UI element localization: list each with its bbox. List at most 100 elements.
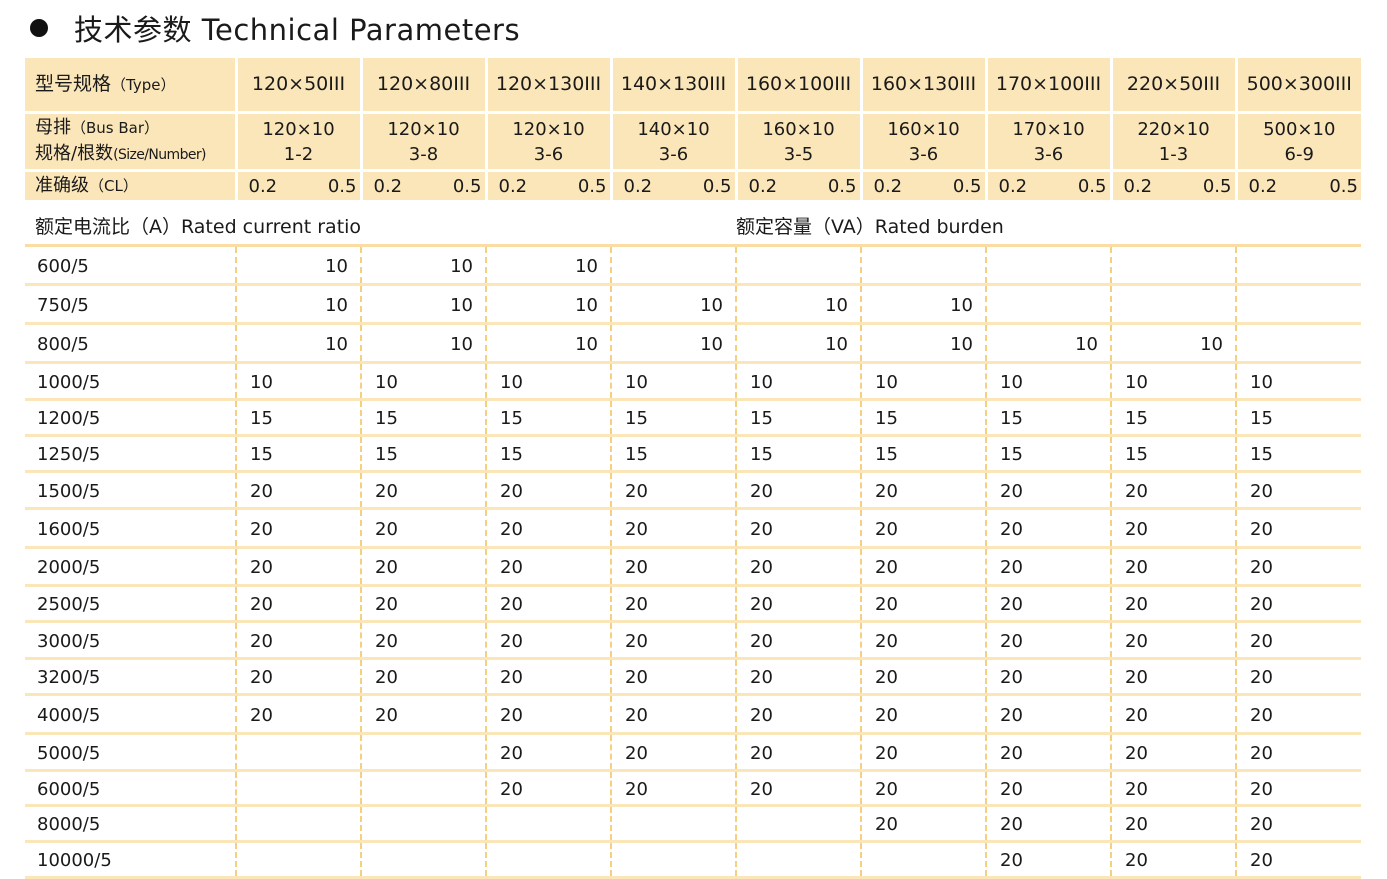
busbar-size: 160×10 bbox=[887, 118, 960, 140]
burden-cell: 15 bbox=[860, 435, 986, 473]
burden-cell: 20 bbox=[610, 770, 736, 807]
cl-cell: 0.2 0.5 bbox=[486, 170, 613, 203]
cl-cell: 0.2 0.5 bbox=[1236, 170, 1362, 203]
cl-header-row: 准确级（CL） 0.2 0.5 0.2 0.5 0.2 0.5 0.2 0.5 0.2 0.5 0.… bbox=[25, 170, 1362, 203]
burden-cell bbox=[735, 805, 861, 843]
cl-values: 0.2 0.5 bbox=[1238, 174, 1362, 199]
type-cell: 220×50III bbox=[1111, 58, 1238, 114]
table-row: 2500/5 20 20 20 20 20 20 20 20 20 bbox=[25, 585, 1361, 623]
burden-cell: 20 bbox=[1235, 471, 1361, 510]
cl-cell: 0.2 0.5 bbox=[736, 170, 863, 203]
current-ratio-cell: 5000/5 bbox=[25, 733, 236, 772]
burden-cell: 20 bbox=[735, 694, 861, 735]
burden-cell bbox=[860, 841, 986, 879]
cl-value: 0.2 bbox=[248, 175, 278, 197]
busbar-cell: 170×10 3-6 bbox=[986, 112, 1113, 172]
busbar-cell: 500×10 6-9 bbox=[1236, 112, 1361, 172]
burden-cell: 15 bbox=[985, 435, 1111, 473]
burden-cell: 15 bbox=[735, 399, 861, 437]
burden-cell: 20 bbox=[735, 621, 861, 660]
burden-cell: 20 bbox=[1235, 658, 1361, 696]
busbar-cell: 120×10 3-8 bbox=[361, 112, 488, 172]
burden-cell bbox=[235, 770, 361, 807]
type-cell: 160×100III bbox=[736, 58, 863, 114]
current-ratio-cell: 1200/5 bbox=[25, 399, 236, 437]
burden-cell: 20 bbox=[985, 585, 1111, 623]
busbar-size: 500×10 bbox=[1263, 118, 1336, 140]
busbar-number: 3-5 bbox=[783, 143, 814, 165]
burden-cell: 20 bbox=[1235, 694, 1361, 735]
busbar-cell: 160×10 3-6 bbox=[861, 112, 988, 172]
burden-cell: 15 bbox=[610, 399, 736, 437]
burden-cell: 20 bbox=[735, 733, 861, 772]
burden-cell bbox=[610, 805, 736, 843]
burden-cell: 20 bbox=[1235, 585, 1361, 623]
burden-cell: 15 bbox=[485, 399, 611, 437]
burden-cell: 10 bbox=[1110, 323, 1236, 364]
table-row: 1000/5 10 10 10 10 10 10 10 10 10 bbox=[25, 362, 1361, 401]
burden-cell: 20 bbox=[235, 694, 361, 735]
busbar-cell: 120×10 3-6 bbox=[486, 112, 613, 172]
burden-cell: 10 bbox=[360, 284, 486, 325]
busbar-size: 140×10 bbox=[637, 118, 710, 140]
cl-value: 0.2 bbox=[1248, 175, 1278, 197]
type-label: 型号规格（Type） bbox=[25, 58, 238, 114]
cl-values: 0.2 0.5 bbox=[238, 174, 360, 199]
table-row: 5000/5 20 20 20 20 20 20 20 bbox=[25, 733, 1361, 772]
cl-value: 0.5 bbox=[1077, 175, 1107, 197]
type-header-row: 型号规格（Type） 120×50III 120×80III 120×130III 1… bbox=[25, 58, 1361, 114]
burden-cell: 20 bbox=[985, 733, 1111, 772]
cl-value: 0.2 bbox=[1123, 175, 1153, 197]
burden-cell: 20 bbox=[610, 694, 736, 735]
burden-cell: 20 bbox=[610, 585, 736, 623]
cl-value: 0.2 bbox=[498, 175, 528, 197]
cl-value: 0.2 bbox=[748, 175, 778, 197]
burden-cell bbox=[360, 841, 486, 879]
rated-burden-label: 额定容量（VA）Rated burden bbox=[736, 201, 1361, 247]
burden-cell bbox=[985, 284, 1111, 325]
burden-cell: 10 bbox=[610, 362, 736, 401]
burden-cell: 20 bbox=[735, 770, 861, 807]
rated-current-ratio-label: 额定电流比（A）Rated current ratio bbox=[25, 201, 736, 247]
burden-cell: 20 bbox=[485, 585, 611, 623]
burden-cell: 10 bbox=[235, 323, 361, 364]
burden-cell bbox=[235, 733, 361, 772]
type-cell: 120×80III bbox=[361, 58, 488, 114]
burden-cell: 10 bbox=[860, 323, 986, 364]
burden-cell: 20 bbox=[610, 471, 736, 510]
table-row: 10000/5 20 20 20 bbox=[25, 841, 1361, 879]
busbar-size: 120×10 bbox=[512, 118, 585, 140]
burden-cell bbox=[235, 841, 361, 879]
burden-cell bbox=[735, 245, 861, 286]
bullet-icon bbox=[30, 19, 48, 37]
burden-cell: 20 bbox=[985, 694, 1111, 735]
current-ratio-cell: 1000/5 bbox=[25, 362, 236, 401]
parameters-table: 型号规格（Type） 120×50III 120×80III 120×130III 1… bbox=[25, 58, 1361, 879]
busbar-number: 3-6 bbox=[658, 143, 689, 165]
busbar-cell: 160×10 3-5 bbox=[736, 112, 863, 172]
burden-cell: 10 bbox=[360, 245, 486, 286]
burden-cell: 15 bbox=[235, 435, 361, 473]
burden-cell: 10 bbox=[860, 284, 986, 325]
type-cell: 170×100III bbox=[986, 58, 1113, 114]
section-title-text: 技术参数 Technical Parameters bbox=[74, 13, 521, 47]
busbar-cell: 140×10 3-6 bbox=[611, 112, 738, 172]
cl-value: 0.2 bbox=[623, 175, 653, 197]
burden-cell: 10 bbox=[485, 284, 611, 325]
cl-value: 0.2 bbox=[373, 175, 403, 197]
current-ratio-cell: 800/5 bbox=[25, 323, 236, 364]
burden-cell: 20 bbox=[1235, 805, 1361, 843]
burden-cell: 15 bbox=[1110, 435, 1236, 473]
burden-cell: 20 bbox=[985, 770, 1111, 807]
current-ratio-cell: 3000/5 bbox=[25, 621, 236, 660]
burden-cell: 15 bbox=[860, 399, 986, 437]
burden-cell: 10 bbox=[485, 245, 611, 286]
burden-cell: 20 bbox=[985, 508, 1111, 549]
burden-cell: 20 bbox=[985, 621, 1111, 660]
burden-cell: 20 bbox=[485, 471, 611, 510]
cl-cell: 0.2 0.5 bbox=[361, 170, 488, 203]
burden-cell: 10 bbox=[485, 362, 611, 401]
cl-values: 0.2 0.5 bbox=[613, 174, 735, 199]
burden-cell bbox=[485, 805, 611, 843]
burden-cell: 10 bbox=[610, 323, 736, 364]
